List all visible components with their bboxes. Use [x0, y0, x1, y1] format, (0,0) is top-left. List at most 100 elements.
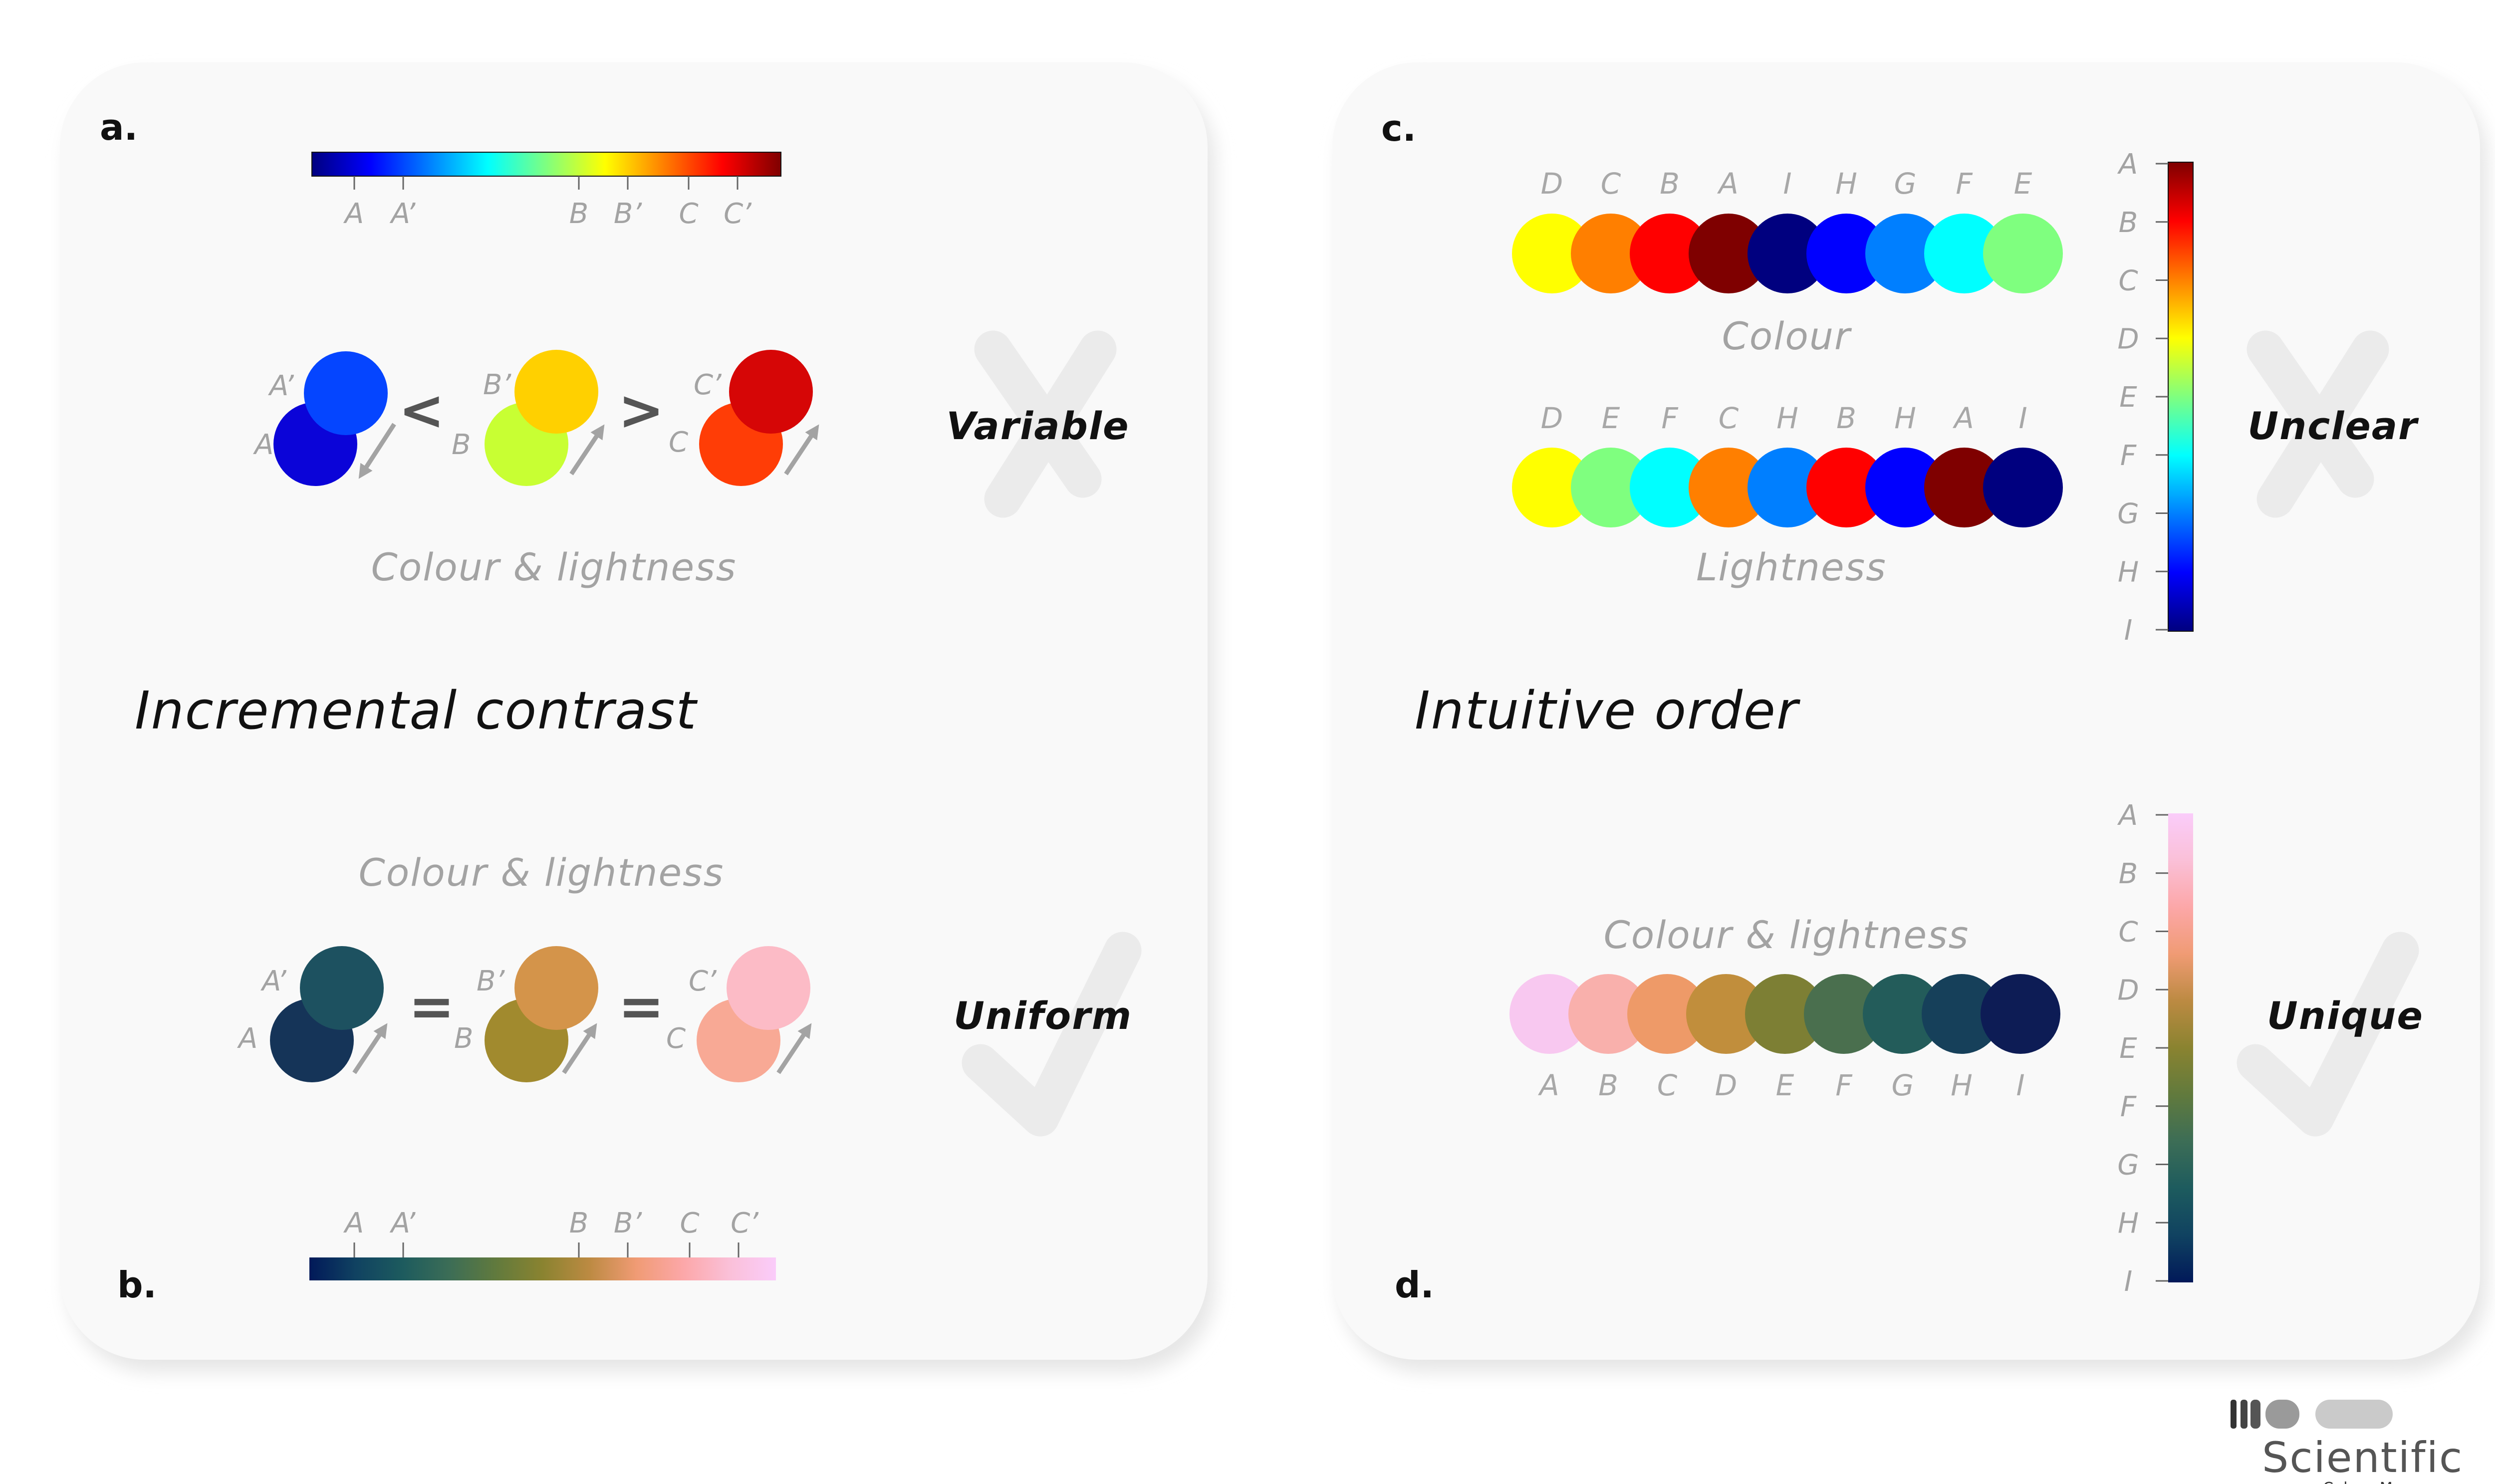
panel-d-row: A B C D E F G H I: [1509, 974, 2060, 1102]
panel-b-caption: Colour & lightness: [359, 850, 725, 895]
color-dot: [1747, 214, 1827, 293]
dot-label: E: [1776, 1068, 1794, 1102]
dot-label: C: [1657, 1068, 1678, 1102]
up-arrow-icon: [562, 1023, 597, 1074]
bar-label: C: [2118, 265, 2138, 297]
circle-a-prime: [300, 946, 384, 1030]
panel-d-batlow-vertical-colorbar: [2168, 813, 2193, 1282]
dot-label: A: [1717, 167, 1739, 201]
bar-label: I: [2124, 614, 2133, 647]
tick-label: C: [680, 1207, 699, 1239]
tick-label: B’: [614, 1207, 642, 1239]
equals-operator: =: [618, 975, 664, 1038]
dot-label: A: [1537, 1068, 1559, 1102]
color-dot: [1509, 974, 1589, 1054]
panel-b-pair-a: A A’: [237, 946, 388, 1082]
up-arrow-icon: [784, 424, 819, 476]
color-dot: [1865, 214, 1945, 293]
bar-label: E: [2119, 381, 2137, 414]
color-dot: [1568, 974, 1648, 1054]
tick-label: A: [343, 198, 364, 230]
dot-label: D: [1541, 401, 1563, 435]
color-dot: [1865, 448, 1945, 527]
panel-a-pair-b: B B’: [452, 350, 605, 486]
dot-label: B: [1598, 1068, 1618, 1102]
color-dot: [1983, 214, 2063, 293]
panel-b-batlow-colorbar: [309, 1257, 776, 1280]
greater-than-operator: >: [618, 378, 664, 442]
pair-lower-label: B: [452, 429, 471, 461]
panel-d-letter: d.: [1395, 1264, 1434, 1306]
up-arrow-icon: [569, 424, 605, 476]
dot-label: H: [1776, 401, 1798, 435]
bar-label: B: [2119, 207, 2138, 239]
dot-label: E: [2014, 167, 2032, 201]
tick-label: C: [679, 198, 698, 230]
panel-a-pair-a: A A’: [253, 351, 396, 486]
dot-label: D: [1715, 1068, 1738, 1102]
color-dot: [1512, 214, 1592, 293]
bar-label: D: [2117, 323, 2139, 355]
pair-upper-label: A’: [260, 965, 287, 997]
color-dot: [1686, 974, 1766, 1054]
color-dot: [1747, 448, 1827, 527]
dot-label: C: [1719, 401, 1739, 435]
color-dot: [1571, 214, 1651, 293]
check-icon: [962, 932, 1142, 1137]
panel-b-pair-b: B B’: [454, 946, 598, 1082]
circle-a-prime: [304, 351, 388, 435]
color-dot: [1806, 448, 1886, 527]
dot-label: D: [1541, 167, 1563, 201]
dot-label: I: [2016, 1068, 2024, 1102]
pair-upper-label: A’: [268, 370, 294, 402]
dot-label: B: [1660, 167, 1680, 201]
equals-operator: =: [409, 975, 455, 1038]
dot-label: H: [1894, 401, 1916, 435]
dot-label: F: [1661, 401, 1679, 435]
cross-icon: [974, 330, 1117, 518]
circle-c-prime: [729, 350, 813, 434]
tick-label: C’: [724, 198, 752, 230]
pair-lower-label: C: [666, 1022, 686, 1055]
tick-label: A’: [390, 1207, 416, 1239]
scientific-colour-maps-logo: Scientific Colour Maps: [2231, 1400, 2462, 1484]
logo-subtitle: Colour Maps: [2323, 1480, 2421, 1484]
bar-label: F: [2120, 440, 2137, 472]
bar-label: C: [2118, 916, 2138, 949]
dot-label: B: [1836, 401, 1856, 435]
dot-label: H: [1835, 167, 1857, 201]
color-dot: [1922, 974, 2001, 1054]
bar-label: D: [2117, 974, 2139, 1006]
incremental-contrast-title: Incremental contrast: [135, 680, 698, 741]
panel-a-verdict: Variable: [946, 404, 1129, 448]
circle-b-prime: [514, 946, 598, 1030]
color-dot: [1924, 214, 2004, 293]
dot-label: C: [1601, 167, 1621, 201]
panel-a-colorbar-ticks: A A’ B B’ C C’: [343, 176, 752, 230]
panel-b-verdict: Uniform: [954, 993, 1132, 1038]
pair-lower-label: C: [669, 426, 688, 459]
color-dot: [1630, 448, 1710, 527]
bar-label: H: [2118, 1207, 2139, 1239]
color-dot: [1627, 974, 1707, 1054]
color-dot: [1804, 974, 1884, 1054]
panel-a-jet-colorbar: [311, 152, 781, 177]
bar-label: G: [2117, 498, 2139, 530]
pair-lower-label: B: [454, 1022, 473, 1055]
color-dot: [1924, 448, 2004, 527]
dot-label: H: [1951, 1068, 1973, 1102]
color-dot: [1689, 214, 1768, 293]
logo-bars-icon: [2231, 1400, 2393, 1429]
color-dot: [1981, 974, 2060, 1054]
bar-label: H: [2118, 556, 2139, 588]
tick-label: C’: [731, 1207, 759, 1239]
panel-c-verdict: Unclear: [2247, 404, 2419, 448]
color-dot: [1689, 448, 1768, 527]
panel-b-letter: b.: [117, 1264, 157, 1306]
